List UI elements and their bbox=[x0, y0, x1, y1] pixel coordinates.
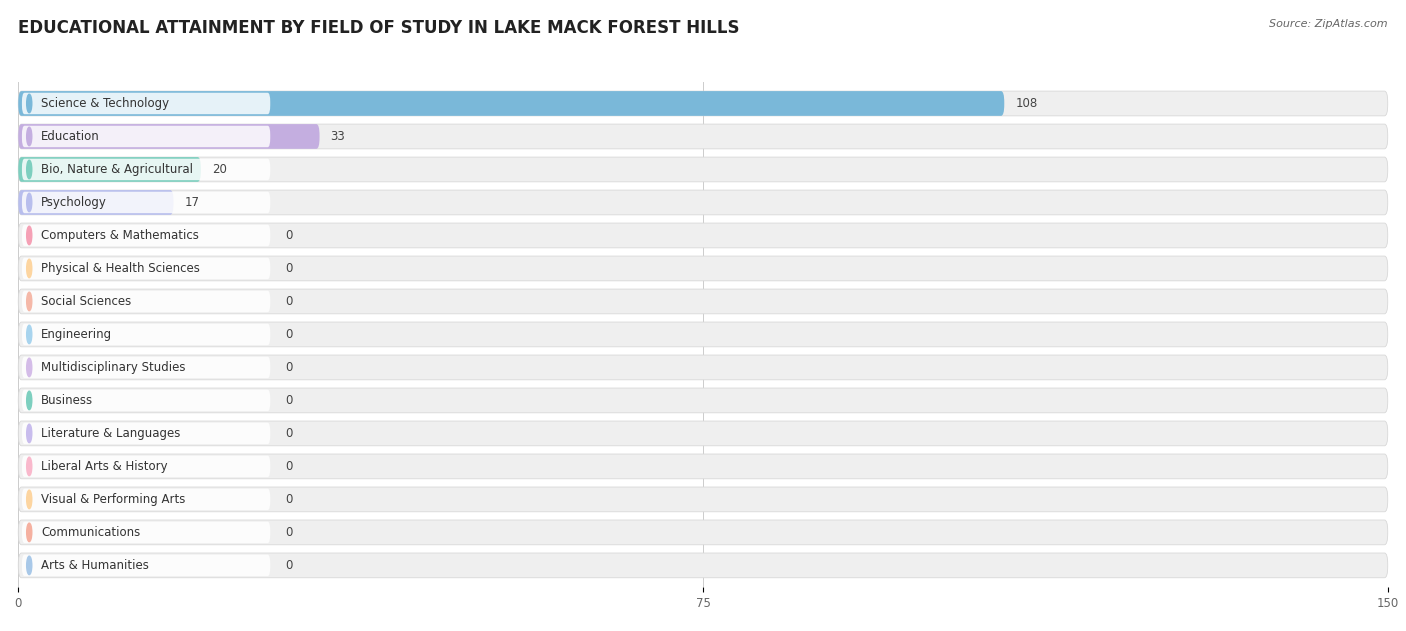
Text: 0: 0 bbox=[285, 427, 292, 440]
Text: Source: ZipAtlas.com: Source: ZipAtlas.com bbox=[1270, 19, 1388, 29]
Text: 33: 33 bbox=[330, 130, 346, 143]
Text: Liberal Arts & History: Liberal Arts & History bbox=[41, 460, 167, 473]
Text: 20: 20 bbox=[212, 163, 226, 176]
FancyBboxPatch shape bbox=[18, 124, 319, 149]
Circle shape bbox=[27, 556, 32, 575]
FancyBboxPatch shape bbox=[18, 355, 1388, 380]
Circle shape bbox=[27, 160, 32, 179]
FancyBboxPatch shape bbox=[18, 289, 1388, 314]
Text: 108: 108 bbox=[1015, 97, 1038, 110]
FancyBboxPatch shape bbox=[18, 124, 1388, 149]
FancyBboxPatch shape bbox=[18, 487, 1388, 512]
FancyBboxPatch shape bbox=[18, 553, 1388, 578]
Text: Visual & Performing Arts: Visual & Performing Arts bbox=[41, 493, 186, 506]
FancyBboxPatch shape bbox=[22, 126, 270, 147]
Text: Physical & Health Sciences: Physical & Health Sciences bbox=[41, 262, 200, 275]
FancyBboxPatch shape bbox=[22, 93, 270, 114]
FancyBboxPatch shape bbox=[18, 454, 1388, 479]
FancyBboxPatch shape bbox=[22, 257, 270, 279]
Text: Multidisciplinary Studies: Multidisciplinary Studies bbox=[41, 361, 186, 374]
Text: Science & Technology: Science & Technology bbox=[41, 97, 169, 110]
Text: Psychology: Psychology bbox=[41, 196, 107, 209]
FancyBboxPatch shape bbox=[18, 91, 1388, 116]
FancyBboxPatch shape bbox=[18, 322, 1388, 347]
FancyBboxPatch shape bbox=[18, 91, 1004, 116]
Circle shape bbox=[27, 424, 32, 443]
Text: 0: 0 bbox=[285, 328, 292, 341]
Circle shape bbox=[27, 94, 32, 113]
FancyBboxPatch shape bbox=[22, 291, 270, 312]
Circle shape bbox=[27, 391, 32, 410]
Text: Engineering: Engineering bbox=[41, 328, 112, 341]
Text: 17: 17 bbox=[184, 196, 200, 209]
Text: EDUCATIONAL ATTAINMENT BY FIELD OF STUDY IN LAKE MACK FOREST HILLS: EDUCATIONAL ATTAINMENT BY FIELD OF STUDY… bbox=[18, 19, 740, 37]
Text: Business: Business bbox=[41, 394, 93, 407]
Circle shape bbox=[27, 259, 32, 278]
Text: Arts & Humanities: Arts & Humanities bbox=[41, 559, 149, 572]
FancyBboxPatch shape bbox=[18, 190, 1388, 215]
Circle shape bbox=[27, 193, 32, 211]
FancyBboxPatch shape bbox=[22, 555, 270, 576]
Text: Social Sciences: Social Sciences bbox=[41, 295, 131, 308]
Text: 0: 0 bbox=[285, 361, 292, 374]
Text: 0: 0 bbox=[285, 394, 292, 407]
FancyBboxPatch shape bbox=[22, 192, 270, 213]
FancyBboxPatch shape bbox=[18, 190, 173, 215]
Text: 0: 0 bbox=[285, 229, 292, 242]
Text: 0: 0 bbox=[285, 460, 292, 473]
FancyBboxPatch shape bbox=[18, 223, 1388, 248]
Circle shape bbox=[27, 292, 32, 310]
FancyBboxPatch shape bbox=[22, 390, 270, 411]
Text: Communications: Communications bbox=[41, 526, 141, 539]
Circle shape bbox=[27, 325, 32, 344]
Circle shape bbox=[27, 457, 32, 476]
FancyBboxPatch shape bbox=[22, 488, 270, 510]
FancyBboxPatch shape bbox=[18, 421, 1388, 445]
FancyBboxPatch shape bbox=[22, 324, 270, 345]
Text: 0: 0 bbox=[285, 526, 292, 539]
Circle shape bbox=[27, 358, 32, 377]
FancyBboxPatch shape bbox=[22, 456, 270, 477]
Text: Computers & Mathematics: Computers & Mathematics bbox=[41, 229, 200, 242]
Text: Bio, Nature & Agricultural: Bio, Nature & Agricultural bbox=[41, 163, 193, 176]
Circle shape bbox=[27, 490, 32, 509]
FancyBboxPatch shape bbox=[18, 157, 1388, 182]
FancyBboxPatch shape bbox=[22, 225, 270, 246]
Text: Literature & Languages: Literature & Languages bbox=[41, 427, 180, 440]
FancyBboxPatch shape bbox=[18, 157, 201, 182]
FancyBboxPatch shape bbox=[22, 357, 270, 378]
FancyBboxPatch shape bbox=[18, 520, 1388, 545]
Text: 0: 0 bbox=[285, 295, 292, 308]
Text: 0: 0 bbox=[285, 493, 292, 506]
Text: 0: 0 bbox=[285, 559, 292, 572]
Text: 0: 0 bbox=[285, 262, 292, 275]
FancyBboxPatch shape bbox=[18, 256, 1388, 281]
FancyBboxPatch shape bbox=[22, 522, 270, 543]
Circle shape bbox=[27, 226, 32, 245]
FancyBboxPatch shape bbox=[22, 423, 270, 444]
FancyBboxPatch shape bbox=[18, 388, 1388, 413]
Circle shape bbox=[27, 127, 32, 146]
Text: Education: Education bbox=[41, 130, 100, 143]
Circle shape bbox=[27, 523, 32, 541]
FancyBboxPatch shape bbox=[22, 159, 270, 180]
